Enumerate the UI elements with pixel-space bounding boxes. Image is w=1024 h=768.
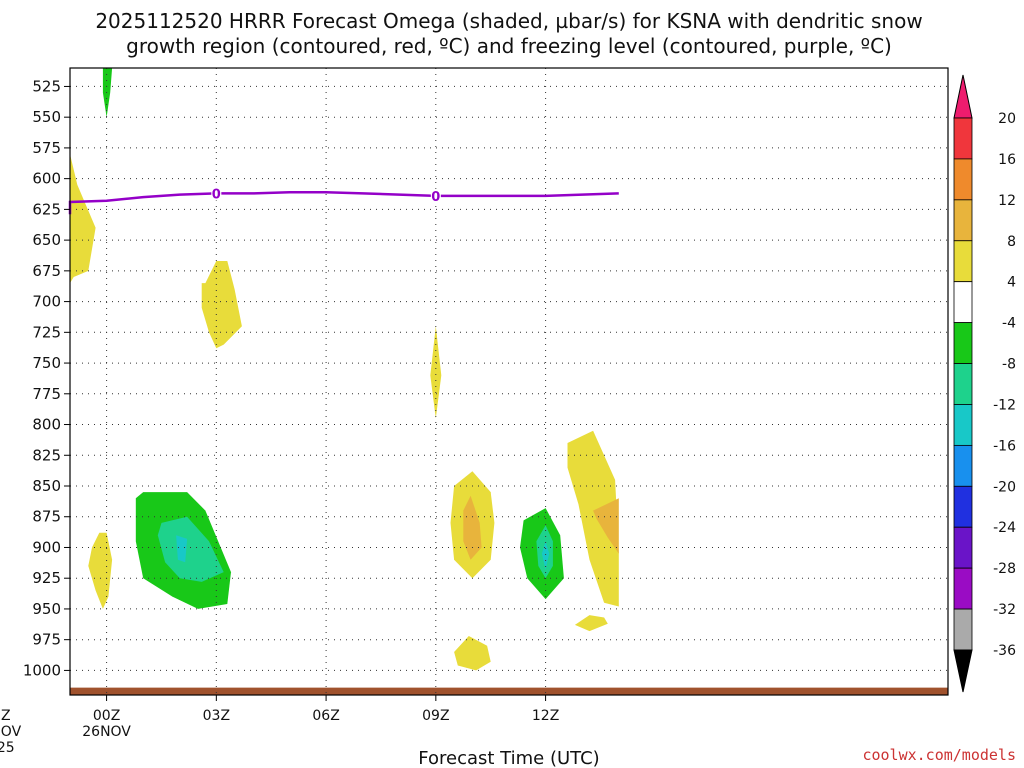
y-tick-label: 750	[32, 354, 61, 372]
colorbar-swatch	[953, 281, 973, 324]
x-tick-date: 25NOV	[0, 724, 22, 740]
y-tick-label: 875	[32, 508, 61, 526]
colorbar-label: -20	[993, 479, 1016, 495]
colorbar-swatch	[953, 444, 973, 487]
y-tick-label: 850	[32, 477, 61, 495]
omega-region-ascent-00z-low	[88, 532, 113, 609]
freezing-level-label: 0	[212, 187, 221, 202]
colorbar-swatch	[953, 485, 973, 528]
omega-region-ascent-right-edge-core	[593, 498, 619, 554]
colorbar-swatch	[953, 117, 973, 160]
x-tick-label: 00Z	[93, 708, 120, 724]
omega-region-ascent-09z-streak	[430, 326, 442, 419]
colorbar-swatch	[953, 526, 973, 569]
y-tick-label: 700	[32, 293, 61, 311]
colorbar-label: -36	[993, 643, 1016, 659]
freezing-level-label: 0	[431, 190, 440, 205]
colorbar-swatch	[953, 363, 973, 405]
y-tick-label: 600	[32, 170, 61, 188]
x-tick-label: 21Z	[0, 708, 11, 724]
y-tick-label: 725	[32, 323, 61, 341]
colorbar-swatch	[953, 322, 973, 364]
y-tick-label: 650	[32, 231, 61, 249]
colorbar-swatch	[953, 567, 973, 610]
y-tick-label: 550	[32, 108, 61, 126]
colorbar-label: 8	[1007, 234, 1016, 250]
y-tick-label: 950	[32, 600, 61, 618]
y-tick-label: 675	[32, 262, 61, 280]
y-tick-label: 775	[32, 385, 61, 403]
y-tick-label: 975	[32, 631, 61, 649]
omega-region-descent-0130z-center	[176, 535, 188, 563]
y-tick-label: 925	[32, 569, 61, 587]
title-line-2: growth region (contoured, red, ºC) and f…	[126, 34, 892, 58]
ground-surface	[70, 687, 948, 695]
x-tick-label: 03Z	[203, 708, 230, 724]
ground-band	[70, 687, 948, 695]
colorbar-swatch	[953, 240, 973, 283]
x-tick-date: 26NOV	[82, 724, 131, 740]
colorbar-label: -12	[993, 397, 1016, 413]
freezing-level-label-bg	[211, 186, 222, 201]
colorbar-label: 12	[998, 193, 1016, 209]
colorbar-label: 20	[998, 111, 1016, 127]
omega-region-ascent-03z-mid	[201, 261, 242, 349]
y-tick-label: 625	[32, 200, 61, 218]
x-tick-label: 09Z	[422, 708, 449, 724]
colorbar-swatch	[953, 608, 973, 651]
omega-shading	[70, 68, 619, 671]
omega-region-ascent-13z-low	[574, 615, 608, 632]
colorbar-top-arrow	[953, 74, 973, 119]
x-axis-label: Forecast Time (UTC)	[418, 748, 599, 768]
omega-region-descent-12z-center	[541, 541, 550, 570]
colorbar-bottom-arrow	[953, 649, 973, 693]
omega-region-descent-0130z-core	[157, 516, 224, 582]
plot-frame	[69, 67, 949, 696]
colorbar-swatch	[953, 158, 973, 201]
omega-region-ascent-10z-surface	[454, 636, 491, 671]
freezing-level-label-bg	[430, 188, 441, 203]
colorbar-label: -32	[993, 602, 1016, 618]
grid-lines	[70, 68, 948, 695]
y-axis-ticks: 525 550 575 600 625 650 675 700 725 750 775 800 825 8…	[23, 77, 70, 679]
y-tick-label: 1000	[23, 661, 61, 679]
colorbar-label: 4	[1007, 275, 1016, 291]
colorbar-label: -4	[1002, 316, 1016, 332]
y-tick-label: 800	[32, 416, 61, 434]
y-tick-label: 900	[32, 538, 61, 556]
colorbar-label: 16	[998, 152, 1016, 168]
colorbar-swatch	[953, 404, 973, 446]
x-tick-label: 06Z	[312, 708, 339, 724]
colorbar-label: -8	[1002, 357, 1016, 373]
colorbar-label: -24	[993, 520, 1016, 536]
y-tick-label: 525	[32, 77, 61, 95]
omega-region-ascent-right-edge	[567, 430, 619, 607]
title-line-1: 2025112520 HRRR Forecast Omega (shaded, …	[95, 9, 922, 33]
credit-text: coolwx.com/models	[862, 746, 1016, 764]
x-tick-label: 12Z	[532, 708, 559, 724]
x-tick-year: 2025	[0, 740, 15, 756]
colorbar-label: -16	[993, 438, 1016, 454]
y-tick-label: 575	[32, 139, 61, 157]
omega-region-descent-top-00z	[102, 68, 113, 118]
colorbar-swatch	[953, 199, 973, 242]
colorbar-label: -28	[993, 561, 1016, 577]
colorbar: 20 16 12 8 4 -4 -8 -12 -16 -20 -24 -28 -32 -36	[953, 74, 1016, 693]
omega-region-ascent-upper-left	[70, 68, 96, 284]
y-tick-label: 825	[32, 446, 61, 464]
omega-region-ascent-10z-core	[463, 495, 482, 560]
